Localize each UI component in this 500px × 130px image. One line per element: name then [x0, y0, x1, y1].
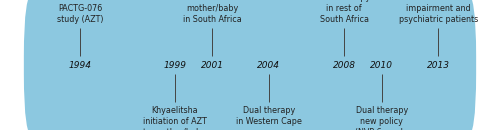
Text: Triple therapy,
dual therapy
in renal
impairment and
psychiatric patients: Triple therapy, dual therapy in renal im… — [399, 0, 478, 24]
Text: 2004: 2004 — [258, 60, 280, 70]
Text: Dual therapy
in rest of
South Africa: Dual therapy in rest of South Africa — [318, 0, 370, 24]
Text: 1999: 1999 — [163, 60, 186, 70]
Text: Dual therapy
new policy
(NVP 6 weeks
in baby): Dual therapy new policy (NVP 6 weeks in … — [354, 106, 409, 130]
Text: 2010: 2010 — [370, 60, 394, 70]
Text: 2001: 2001 — [201, 60, 224, 70]
Text: PACTG-076
study (AZT): PACTG-076 study (AZT) — [57, 4, 104, 24]
Text: 2008: 2008 — [332, 60, 355, 70]
Text: Khyaelitsha
initiation of AZT
to mother/baby: Khyaelitsha initiation of AZT to mother/… — [142, 106, 206, 130]
Text: 1994: 1994 — [69, 60, 92, 70]
Text: SD NVP to
mother/baby
in South Africa: SD NVP to mother/baby in South Africa — [183, 0, 242, 24]
Text: Dual therapy
in Western Cape: Dual therapy in Western Cape — [236, 106, 302, 126]
FancyBboxPatch shape — [24, 0, 476, 130]
Text: 2013: 2013 — [427, 60, 450, 70]
